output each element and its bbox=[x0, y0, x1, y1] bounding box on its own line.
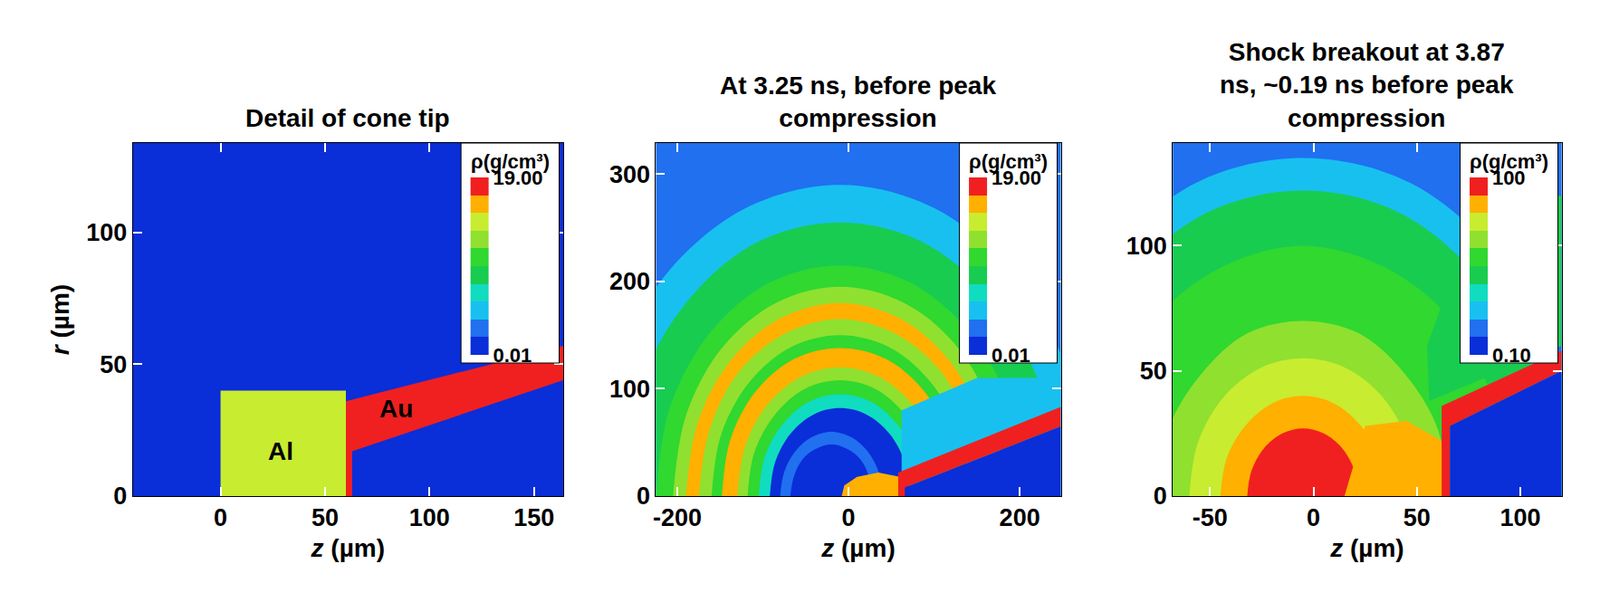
svg-text:0: 0 bbox=[842, 504, 856, 532]
svg-text:0: 0 bbox=[213, 504, 228, 532]
svg-text:100: 100 bbox=[409, 504, 451, 532]
svg-text:300: 300 bbox=[609, 161, 651, 189]
svg-text:0.01: 0.01 bbox=[991, 344, 1031, 367]
svg-text:Al: Al bbox=[268, 437, 294, 466]
svg-text:0: 0 bbox=[1306, 504, 1321, 532]
svg-text:0: 0 bbox=[1153, 482, 1168, 510]
svg-text:50: 50 bbox=[1403, 504, 1431, 532]
svg-text:Au: Au bbox=[379, 394, 413, 423]
svg-text:ρ(g/cm³): ρ(g/cm³) bbox=[1469, 150, 1549, 173]
svg-text:-50: -50 bbox=[1192, 504, 1228, 532]
svg-text:z (µm): z (µm) bbox=[1329, 534, 1404, 563]
svg-text:0.10: 0.10 bbox=[1492, 344, 1532, 367]
svg-text:19.00: 19.00 bbox=[493, 166, 544, 190]
svg-text:200: 200 bbox=[999, 504, 1041, 532]
svg-text:50: 50 bbox=[311, 504, 339, 532]
svg-text:50: 50 bbox=[99, 351, 127, 379]
svg-text:50: 50 bbox=[1140, 357, 1168, 385]
svg-text:150: 150 bbox=[513, 504, 555, 532]
svg-text:Shock breakout at 3.87ns, ~0.1: Shock breakout at 3.87ns, ~0.19 ns befor… bbox=[1219, 38, 1514, 133]
svg-text:-200: -200 bbox=[652, 504, 702, 532]
svg-text:200: 200 bbox=[609, 268, 651, 296]
svg-text:0: 0 bbox=[113, 482, 127, 510]
svg-text:19.00: 19.00 bbox=[991, 166, 1042, 190]
svg-text:z (µm): z (µm) bbox=[310, 534, 385, 563]
svg-text:100: 100 bbox=[1126, 232, 1168, 260]
svg-text:100: 100 bbox=[86, 219, 127, 247]
svg-text:z (µm): z (µm) bbox=[820, 534, 895, 563]
svg-text:0: 0 bbox=[636, 482, 651, 510]
svg-text:r (µm): r (µm) bbox=[46, 284, 75, 355]
svg-text:100: 100 bbox=[1492, 166, 1526, 190]
svg-text:100: 100 bbox=[1499, 504, 1541, 532]
svg-text:ρ(g/cm³): ρ(g/cm³) bbox=[968, 150, 1048, 173]
svg-text:ρ(g/cm³): ρ(g/cm³) bbox=[470, 150, 550, 173]
svg-text:Detail of cone tip: Detail of cone tip bbox=[245, 104, 451, 133]
svg-text:At 3.25 ns, before peakcompres: At 3.25 ns, before peakcompression bbox=[719, 71, 997, 133]
svg-text:0.01: 0.01 bbox=[493, 344, 533, 367]
svg-text:100: 100 bbox=[609, 375, 651, 403]
